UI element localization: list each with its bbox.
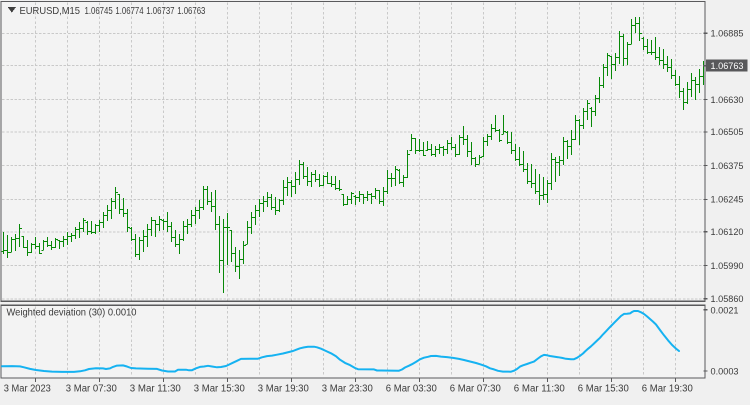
svg-text:0.0021: 0.0021	[711, 305, 739, 316]
svg-text:3 Mar 2023: 3 Mar 2023	[4, 384, 51, 395]
svg-text:3 Mar 11:30: 3 Mar 11:30	[130, 384, 181, 395]
svg-text:0.0003: 0.0003	[711, 366, 739, 377]
svg-text:EURUSD,M15: EURUSD,M15	[20, 5, 81, 17]
svg-text:1.06763: 1.06763	[177, 5, 205, 17]
svg-text:1.06774: 1.06774	[115, 5, 143, 17]
svg-text:1.05860: 1.05860	[711, 294, 744, 305]
svg-text:6 Mar 03:30: 6 Mar 03:30	[386, 384, 437, 395]
svg-text:1.06885: 1.06885	[711, 29, 744, 40]
svg-text:6 Mar 15:30: 6 Mar 15:30	[578, 384, 629, 395]
svg-text:1.05990: 1.05990	[711, 261, 744, 272]
svg-text:1.06763: 1.06763	[711, 61, 744, 72]
svg-text:1.06505: 1.06505	[711, 127, 744, 138]
svg-text:6 Mar 07:30: 6 Mar 07:30	[450, 384, 501, 395]
svg-text:1.06120: 1.06120	[711, 227, 744, 238]
svg-text:3 Mar 15:30: 3 Mar 15:30	[194, 384, 245, 395]
svg-text:3 Mar 23:30: 3 Mar 23:30	[322, 384, 373, 395]
svg-text:Weighted deviation (30) 0.0010: Weighted deviation (30) 0.0010	[7, 307, 137, 319]
svg-text:1.06245: 1.06245	[711, 195, 744, 206]
svg-text:1.06375: 1.06375	[711, 161, 744, 172]
svg-text:1.06737: 1.06737	[146, 5, 174, 17]
svg-text:6 Mar 19:30: 6 Mar 19:30	[642, 384, 693, 395]
svg-text:6 Mar 11:30: 6 Mar 11:30	[514, 384, 565, 395]
svg-text:3 Mar 07:30: 3 Mar 07:30	[66, 384, 117, 395]
svg-text:3 Mar 19:30: 3 Mar 19:30	[258, 384, 309, 395]
svg-text:1.06745: 1.06745	[85, 5, 113, 17]
svg-text:1.06630: 1.06630	[711, 95, 744, 106]
